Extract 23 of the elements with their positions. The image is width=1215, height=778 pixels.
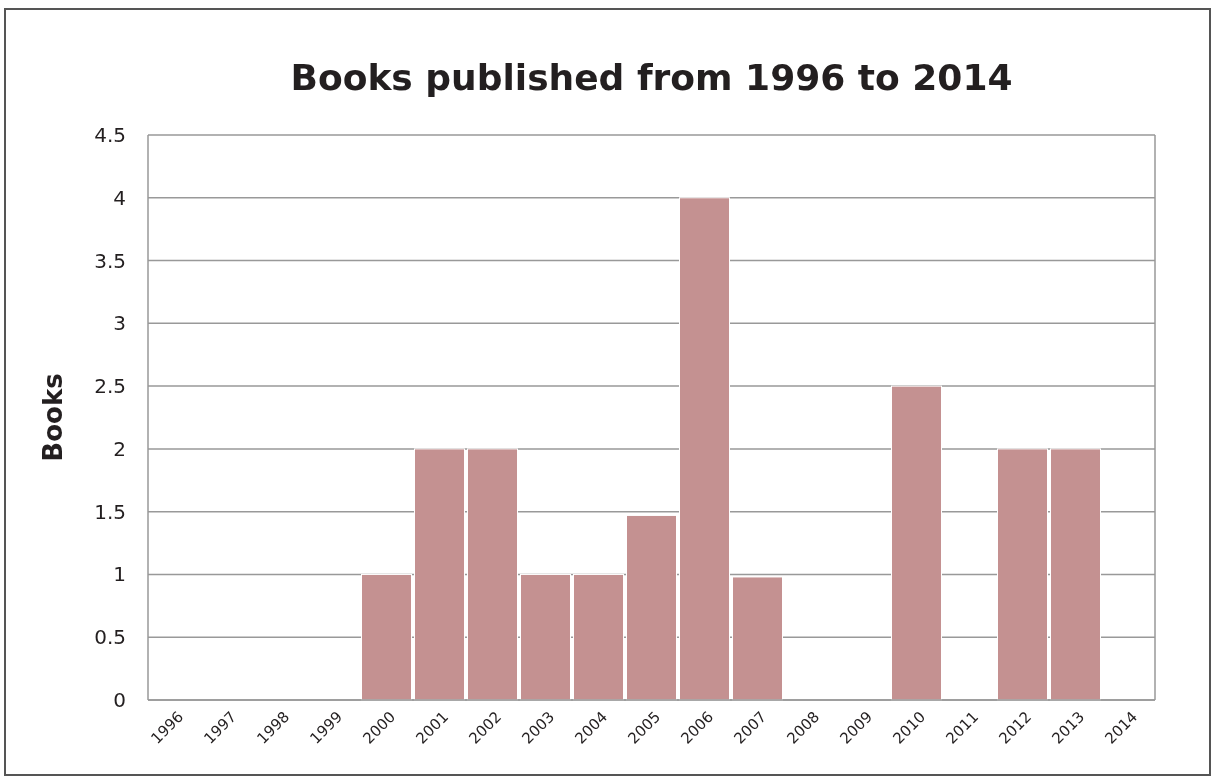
bar [997,448,1048,701]
y-tick-label: 4.5 [94,123,126,147]
bar [361,573,412,701]
chart-title: Books published from 1996 to 2014 [290,57,1013,98]
bar [626,514,677,701]
bar [414,448,465,701]
y-tick-label: 1 [113,562,126,587]
y-tick-label: 4 [113,185,126,210]
bar [679,197,730,701]
y-tick-label: 2 [113,436,126,461]
bar [891,385,942,701]
bar [520,573,571,701]
y-tick-label: 3 [113,311,126,336]
bar [732,576,783,701]
bar [573,573,624,701]
bar [1050,448,1101,701]
bar [467,448,518,701]
y-tick-label: 1.5 [94,499,126,524]
y-tick-label: 2.5 [94,374,126,399]
y-tick-label: 0 [113,688,126,712]
y-tick-label: 0.5 [94,625,126,650]
y-axis-title: Books [38,373,68,462]
y-tick-label: 3.5 [94,248,126,273]
